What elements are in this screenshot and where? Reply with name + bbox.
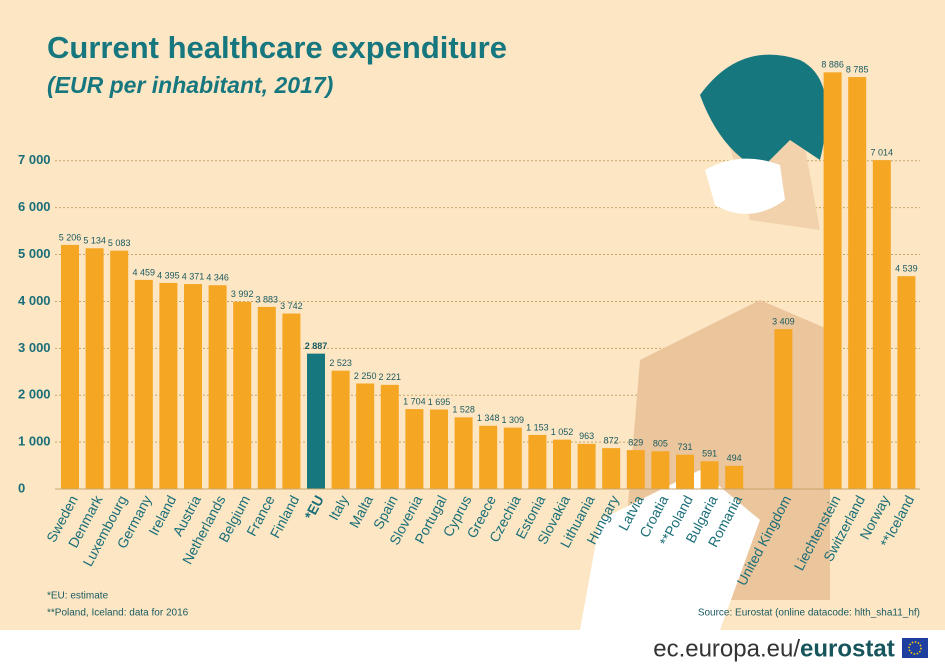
bar [257, 306, 276, 489]
value-label: 1 052 [551, 427, 574, 437]
value-label: 4 371 [182, 271, 205, 281]
value-label: 1 695 [428, 397, 451, 407]
chart-subtitle: (EUR per inhabitant, 2017) [47, 72, 333, 98]
bar [872, 160, 891, 489]
value-label: 872 [604, 435, 619, 445]
value-label: 4 459 [133, 267, 156, 277]
value-label: 8 886 [821, 60, 844, 70]
value-label: 3 992 [231, 289, 254, 299]
bar [700, 461, 719, 489]
value-label: 8 785 [846, 64, 869, 74]
value-label: 494 [727, 453, 742, 463]
value-label: 731 [677, 442, 692, 452]
eu-flag [902, 638, 928, 658]
bar [823, 72, 842, 489]
bar [380, 384, 399, 489]
footnote: *EU: estimate [47, 591, 109, 602]
value-label: 4 346 [206, 273, 229, 283]
bar [897, 276, 916, 489]
bar [848, 77, 867, 489]
bar [110, 250, 129, 489]
y-tick-label: 0 [18, 480, 25, 495]
value-label: 3 409 [772, 317, 795, 327]
bar [159, 282, 178, 489]
footnote: **Poland, Iceland: data for 2016 [47, 608, 189, 619]
bar [626, 450, 645, 489]
value-label: 591 [702, 449, 717, 459]
value-label: 7 014 [871, 147, 894, 157]
value-label: 4 539 [895, 264, 918, 274]
bar [61, 244, 79, 489]
url: ec.europa.eu/ [653, 635, 800, 662]
bar [503, 427, 522, 489]
eu-stars [908, 641, 922, 655]
value-label: 963 [579, 431, 594, 441]
value-label: 2 221 [379, 372, 402, 382]
y-tick-label: 2 000 [18, 387, 51, 402]
bar [479, 425, 498, 489]
value-label: 829 [628, 438, 643, 448]
bar [307, 353, 325, 489]
bar [725, 465, 744, 489]
value-label: 3 742 [280, 301, 303, 311]
y-tick-label: 5 000 [18, 246, 51, 261]
y-tick-label: 6 000 [18, 199, 51, 214]
bar [134, 279, 153, 489]
y-tick-label: 7 000 [18, 152, 51, 167]
bar [528, 434, 547, 489]
y-tick-label: 3 000 [18, 340, 51, 355]
bar [85, 248, 104, 489]
footer-band [0, 630, 945, 668]
value-label: 5 206 [59, 232, 82, 242]
bar [233, 301, 252, 489]
value-label: 1 309 [502, 415, 525, 425]
value-label: 1 348 [477, 413, 500, 423]
bar [184, 284, 202, 489]
bar [454, 417, 473, 489]
bar [331, 370, 350, 489]
value-label: 1 704 [403, 396, 426, 406]
bar [405, 409, 424, 489]
bar [208, 285, 227, 489]
source: Source: Eurostat (online datacode: hlth_… [698, 608, 920, 619]
bar [553, 439, 571, 489]
y-tick-label: 1 000 [18, 434, 51, 449]
bar [356, 383, 375, 489]
value-label: 5 083 [108, 238, 131, 248]
value-label: 805 [653, 439, 668, 449]
bar [676, 454, 694, 489]
y-tick-label: 4 000 [18, 293, 51, 308]
value-label: 5 134 [83, 236, 106, 246]
value-label: 2 250 [354, 371, 377, 381]
value-label: 2 887 [305, 341, 328, 351]
bar [602, 448, 621, 489]
bar [282, 313, 301, 489]
chart-title: Current healthcare expenditure [47, 30, 507, 65]
value-label: 2 523 [329, 358, 352, 368]
bar [430, 409, 448, 489]
value-label: 3 883 [256, 294, 279, 304]
value-label: 1 528 [452, 405, 475, 415]
bar [774, 329, 793, 489]
bar [577, 443, 596, 489]
value-label: 1 153 [526, 422, 549, 432]
value-label: 4 395 [157, 270, 180, 280]
url-brand: eurostat [800, 635, 895, 662]
bar [651, 451, 670, 489]
